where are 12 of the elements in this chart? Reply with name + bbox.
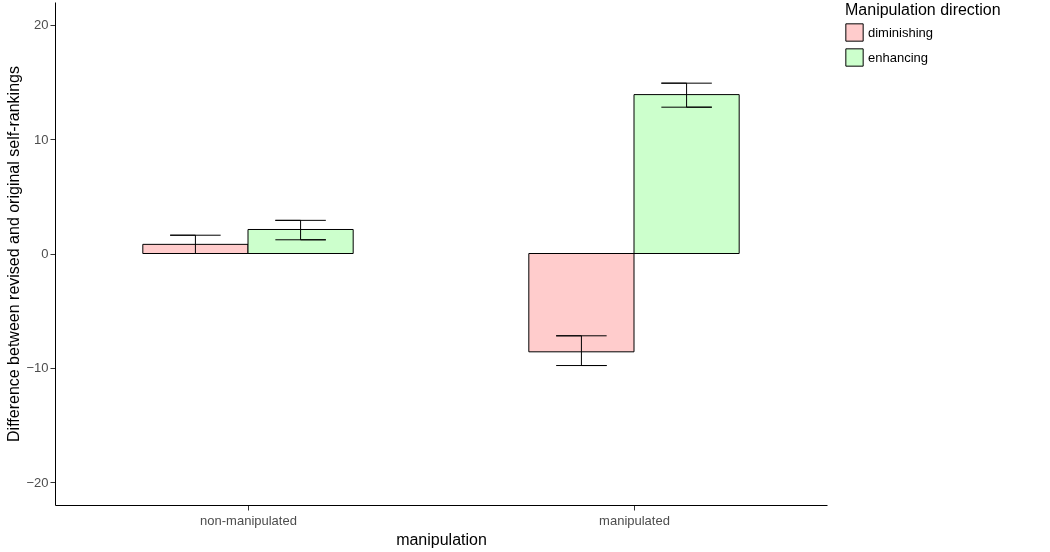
x-tick-label: manipulated xyxy=(599,512,670,528)
x-axis-title: manipulation xyxy=(396,530,487,548)
legend-label: enhancing xyxy=(868,49,928,65)
y-tick-label: 20 xyxy=(34,17,49,33)
legend-title: Manipulation direction xyxy=(845,1,1001,18)
y-tick-label: 0 xyxy=(41,246,49,261)
y-tick-label: −10 xyxy=(26,360,49,376)
legend-label: diminishing xyxy=(868,24,934,40)
y-tick-label: −20 xyxy=(26,474,49,490)
y-axis-title: Difference between revised and original self-rankings xyxy=(5,66,23,442)
x-tick-label: non-manipulated xyxy=(200,512,297,528)
y-tick-label: 10 xyxy=(34,131,49,147)
